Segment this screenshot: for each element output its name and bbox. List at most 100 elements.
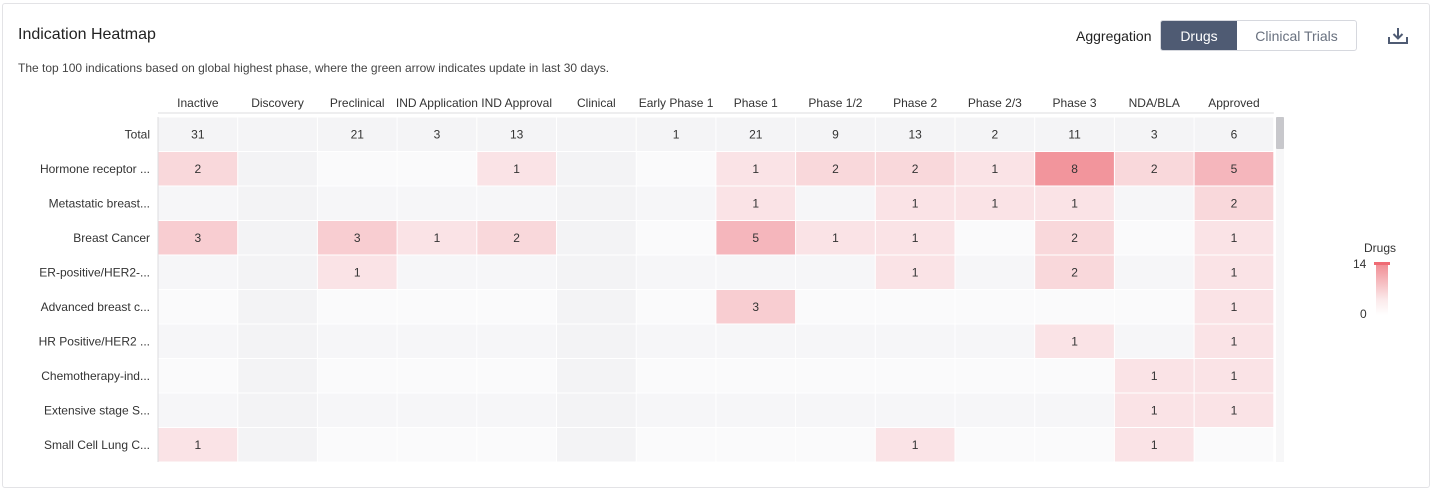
cell-value: 3 <box>434 127 441 141</box>
cell-value: 2 <box>1071 265 1078 279</box>
heatmap-cell <box>557 428 636 462</box>
heatmap-cell <box>637 359 716 393</box>
heatmap-cell <box>876 394 955 428</box>
cell-value: 8 <box>1071 162 1078 176</box>
cell-value: 1 <box>1151 403 1158 417</box>
heatmap-cell <box>557 221 636 255</box>
heatmap-cell <box>318 152 397 186</box>
heatmap-cell <box>637 256 716 290</box>
cell-value: 2 <box>912 162 919 176</box>
cell-value: 1 <box>1231 369 1238 383</box>
cell-value: 1 <box>912 438 919 452</box>
legend-max: 14 <box>1353 257 1366 271</box>
heatmap-cell <box>238 290 317 324</box>
heatmap-cell <box>1115 325 1194 359</box>
heatmap-cell <box>876 325 955 359</box>
column-header: Approved <box>1208 96 1259 110</box>
heatmap-cell <box>1035 290 1114 324</box>
heatmap-cell <box>796 428 875 462</box>
heatmap-cell <box>159 187 238 221</box>
row-label: ER-positive/HER2-... <box>39 265 150 279</box>
column-header: Discovery <box>251 96 304 110</box>
heatmap-cell <box>956 290 1035 324</box>
heatmap-cell <box>477 359 556 393</box>
heatmap-cell <box>477 256 556 290</box>
cell-value: 2 <box>1151 162 1158 176</box>
row-label: Hormone receptor ... <box>40 162 150 176</box>
legend-slider-handle[interactable] <box>1374 262 1390 265</box>
row-label: Metastatic breast... <box>49 196 150 210</box>
heatmap-cell <box>318 187 397 221</box>
row-label: Small Cell Lung C... <box>44 438 150 452</box>
heatmap-cell <box>557 187 636 221</box>
cell-value: 2 <box>195 162 202 176</box>
heatmap-cell <box>796 290 875 324</box>
heatmap-cell <box>238 152 317 186</box>
heatmap-cell <box>477 187 556 221</box>
heatmap-cell <box>637 187 716 221</box>
column-header: Inactive <box>177 96 219 110</box>
cell-value: 1 <box>992 196 999 210</box>
heatmap-cell <box>956 394 1035 428</box>
cell-value: 1 <box>1231 403 1238 417</box>
heatmap-cell <box>1035 359 1114 393</box>
cell-value: 5 <box>1231 162 1238 176</box>
heatmap-cell <box>238 359 317 393</box>
column-header: Phase 2 <box>893 96 937 110</box>
heatmap-cell <box>238 118 317 152</box>
heatmap-cell <box>318 325 397 359</box>
heatmap-cell <box>956 325 1035 359</box>
heatmap-cell <box>637 394 716 428</box>
cell-value: 21 <box>749 127 763 141</box>
cell-value: 2 <box>1231 196 1238 210</box>
row-label: HR Positive/HER2 ... <box>39 334 150 348</box>
heatmap-cell <box>398 428 477 462</box>
cell-value: 11 <box>1068 127 1081 141</box>
heatmap-cell <box>1115 290 1194 324</box>
row-label: Total <box>125 127 150 141</box>
heatmap-cell <box>796 256 875 290</box>
cell-value: 1 <box>992 162 999 176</box>
column-header: NDA/BLA <box>1129 96 1180 110</box>
heatmap-cell <box>159 325 238 359</box>
column-header: Phase 3 <box>1053 96 1097 110</box>
heatmap-cell <box>398 187 477 221</box>
cell-value: 1 <box>1231 300 1238 314</box>
heatmap-cell <box>159 256 238 290</box>
cell-value: 1 <box>673 127 680 141</box>
cell-value: 1 <box>1231 334 1238 348</box>
cell-value: 1 <box>354 265 361 279</box>
legend-title: Drugs <box>1364 241 1396 255</box>
cell-value: 21 <box>351 127 365 141</box>
cell-value: 3 <box>1151 127 1158 141</box>
cell-value: 5 <box>752 231 759 245</box>
heatmap-cell <box>557 325 636 359</box>
heatmap-cell <box>398 290 477 324</box>
heatmap-cell <box>238 187 317 221</box>
heatmap-cell <box>557 290 636 324</box>
heatmap-cell <box>557 394 636 428</box>
heatmap-cell <box>557 359 636 393</box>
heatmap-cell <box>477 290 556 324</box>
column-header: IND Application <box>396 96 478 110</box>
heatmap-cell <box>159 394 238 428</box>
heatmap-cell <box>956 359 1035 393</box>
heatmap-cell <box>477 325 556 359</box>
cell-value: 1 <box>912 231 919 245</box>
cell-value: 1 <box>1231 231 1238 245</box>
heatmap-cell <box>238 428 317 462</box>
heatmap-cell <box>318 428 397 462</box>
heatmap-cell <box>956 256 1035 290</box>
heatmap-cell <box>716 428 795 462</box>
heatmap-cell <box>956 428 1035 462</box>
heatmap-cell <box>637 290 716 324</box>
heatmap-scrollbar-thumb[interactable] <box>1276 117 1284 149</box>
cell-value: 1 <box>434 231 441 245</box>
cell-value: 1 <box>1151 369 1158 383</box>
heatmap-cell <box>238 256 317 290</box>
download-icon[interactable] <box>1386 25 1410 47</box>
heatmap-cell <box>238 221 317 255</box>
heatmap-scrollbar[interactable] <box>1276 117 1284 462</box>
heatmap-cell <box>398 325 477 359</box>
heatmap-cell <box>318 394 397 428</box>
